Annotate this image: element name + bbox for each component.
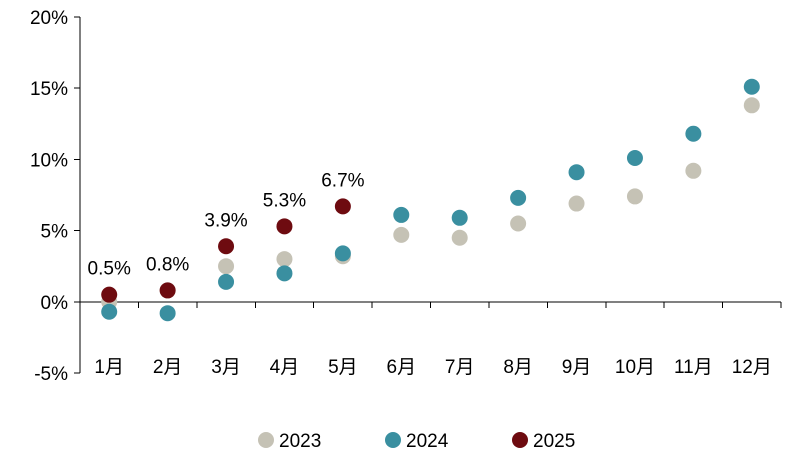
data-point-2024 [393,206,410,223]
data-point-2025 [101,286,118,303]
x-tick-label: 5月 [328,357,358,378]
x-tick-label: 7月 [445,357,475,378]
data-point-2025 [218,238,235,255]
data-point-2025 [334,198,351,215]
x-tick-label: 12月 [732,357,772,378]
data-point-2024 [334,245,351,262]
data-point-2023 [276,251,293,268]
legend-marker-2024 [385,432,401,448]
x-tick-label: 11月 [674,357,713,378]
x-tick-label: 8月 [503,357,533,378]
legend-label-2024: 2024 [406,431,449,452]
legend-label-2025: 2025 [533,431,575,452]
legend-marker-2025 [512,432,528,448]
data-point-2023 [451,229,468,246]
data-point-2024 [101,303,118,320]
data-point-2023 [393,226,410,243]
chart-axes: -5% 0% 5% 10% 15% 20% 1月 2月 3月 4月 5月 6月 7月 8月 9月 10月 11月… [30,8,782,385]
y-tick-label: 5% [41,222,69,243]
y-tick-label: 0% [41,293,69,314]
data-label: 6.7% [321,170,364,191]
data-point-2023 [568,195,585,212]
data-label: 3.9% [204,210,247,231]
x-tick-label: 1月 [94,357,124,378]
data-point-2023 [510,215,527,232]
chart-legend: 2023 2024 2025 [258,431,575,452]
legend-marker-2023 [258,432,274,448]
data-label: 0.8% [146,254,189,275]
data-label: 0.5% [88,259,131,280]
y-tick-label: -5% [34,364,68,385]
data-point-2024 [685,125,702,142]
data-point-2024 [218,273,235,290]
data-point-2024 [451,209,468,226]
data-point-2024 [626,149,643,166]
data-point-2023 [743,97,760,114]
data-point-2023 [626,188,643,205]
data-point-2024 [510,189,527,206]
y-tick-label: 15% [30,79,68,100]
data-point-2023 [218,258,235,275]
data-label: 5.3% [263,190,306,211]
data-point-2025 [159,282,176,299]
data-point-2025 [276,218,293,235]
data-point-2024 [159,305,176,322]
y-tick-label: 20% [30,8,68,29]
x-tick-label: 9月 [562,357,592,378]
legend-label-2023: 2023 [279,431,321,452]
x-tick-label: 10月 [615,357,655,378]
y-tick-label: 10% [30,150,68,171]
chart-points [101,78,760,322]
data-point-2023 [685,162,702,179]
data-point-2024 [276,265,293,282]
x-tick-label: 4月 [270,357,300,378]
data-point-2024 [743,78,760,95]
x-tick-label: 2月 [153,357,183,378]
x-tick-label: 3月 [211,357,241,378]
data-point-2024 [568,164,585,181]
x-tick-label: 6月 [387,357,417,378]
chart-data-labels: 0.5% 0.8% 3.9% 5.3% 6.7% [88,170,365,279]
